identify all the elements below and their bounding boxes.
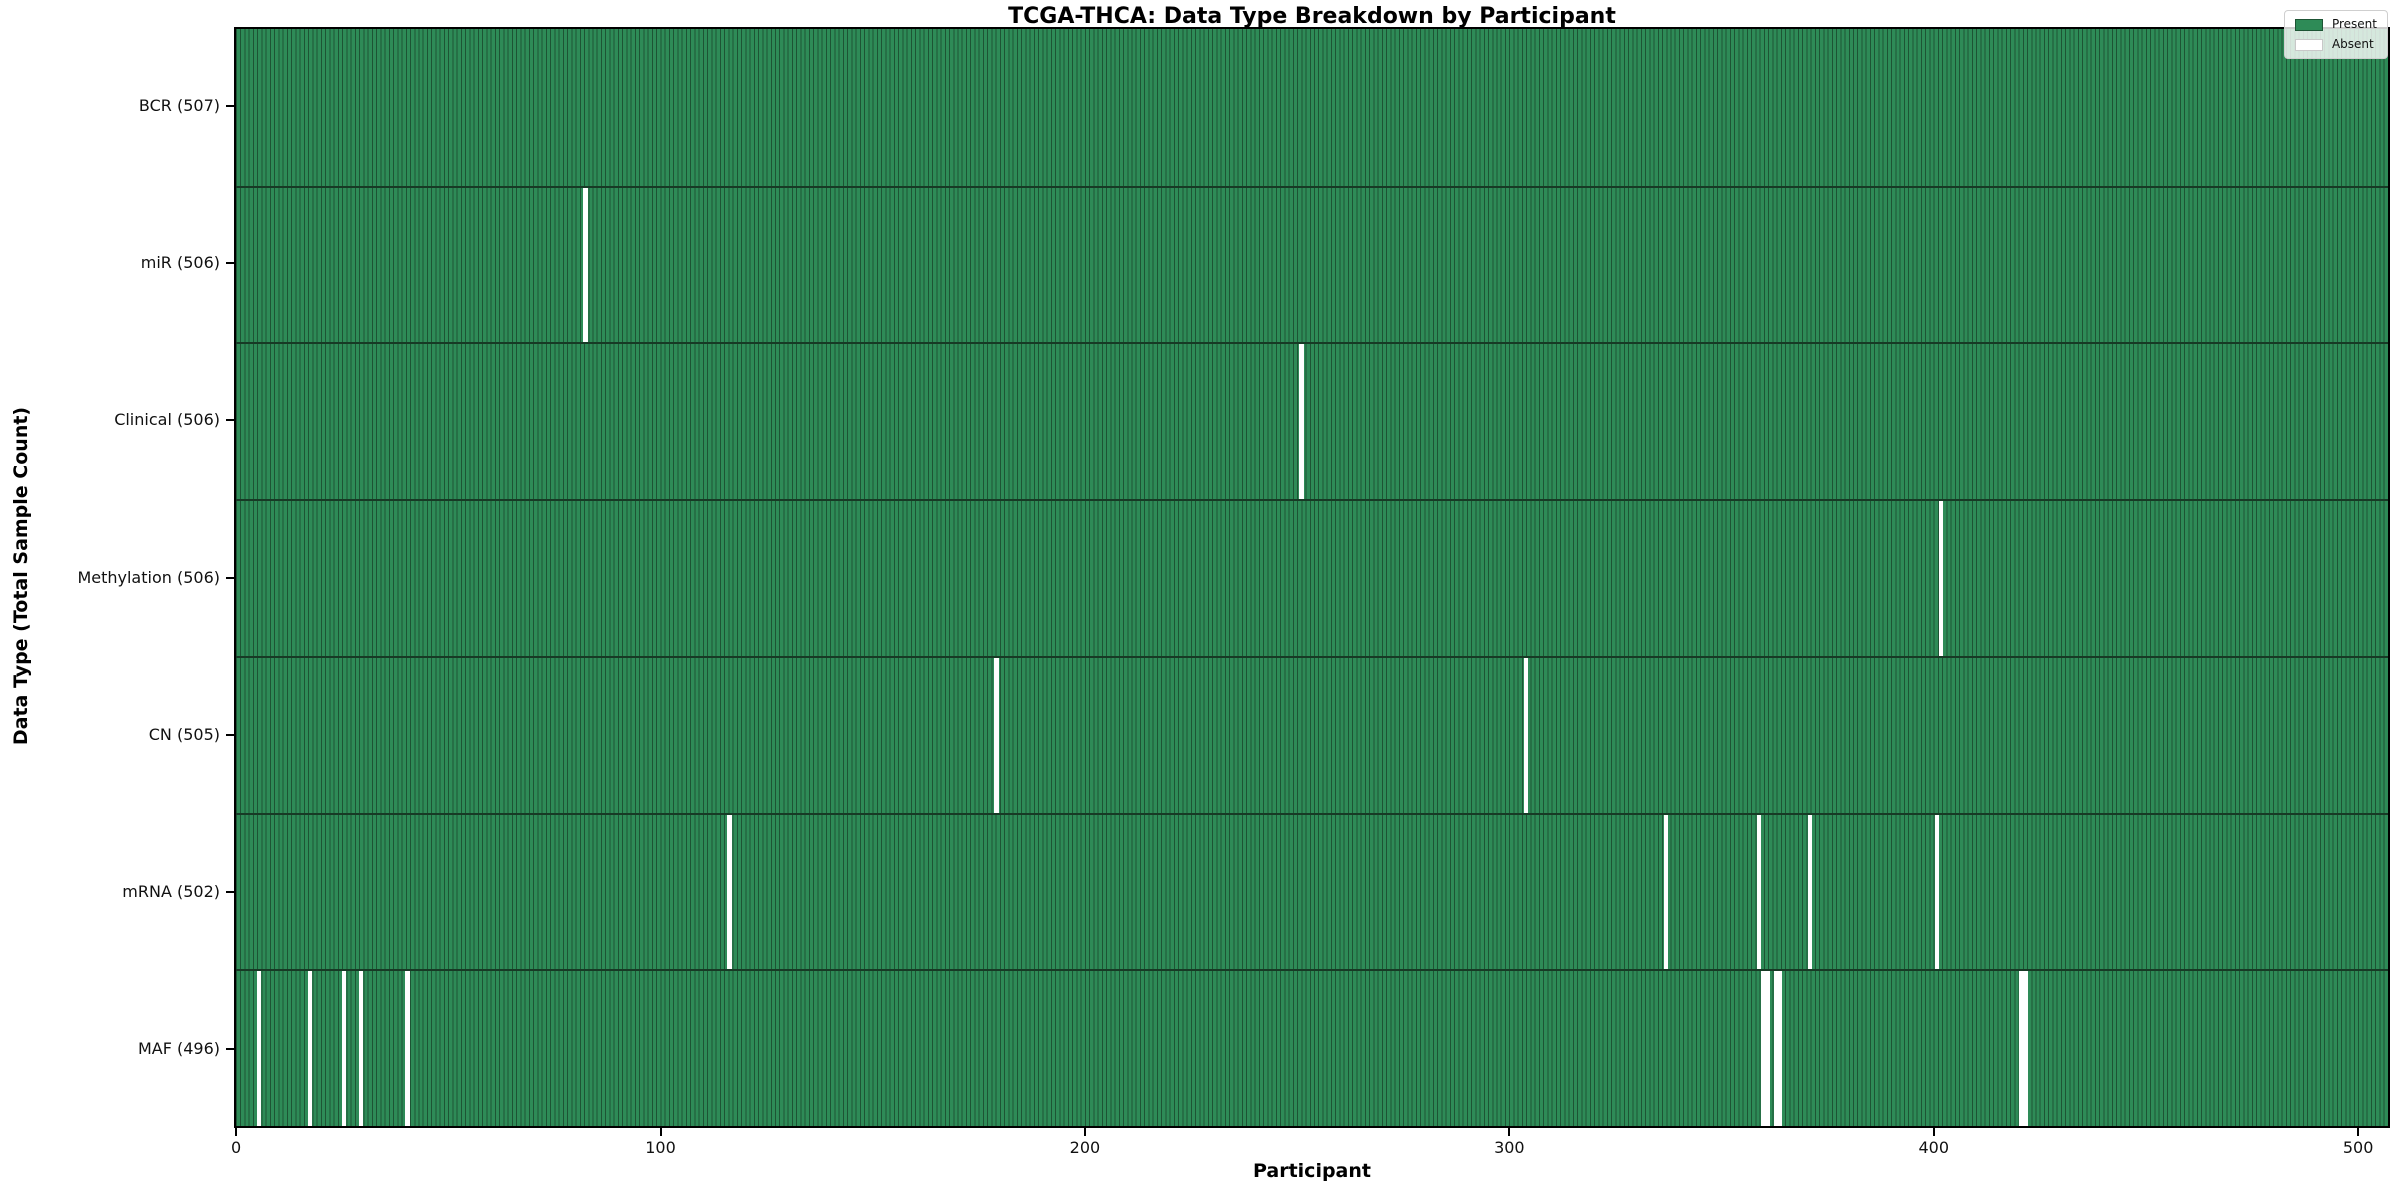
absent-stripe [2023,971,2028,1126]
x-axis-label: Participant [1252,1160,1371,1182]
absent-stripe [727,814,732,970]
absent-stripe [1777,971,1783,1126]
legend-entry-present: Present [2294,17,2377,31]
x-tick-label-0: 0 [231,1138,242,1157]
heatmap-row-maf [236,969,2388,1126]
y-tick-label-clinical: Clinical (506) [114,410,220,430]
legend-entry-absent: Absent [2294,37,2377,51]
y-tick-label-maf: MAF (496) [137,1039,220,1059]
absent-stripe [1761,971,1766,1126]
y-tick-mark [226,104,234,107]
absent-stripe [1938,501,1944,656]
heatmap-row-cn [236,655,2388,813]
absent-stripe [2019,971,2024,1126]
legend-present-label: Present [2331,17,2377,31]
x-tick-label-200: 200 [1069,1138,1101,1157]
absent-stripe [1765,971,1770,1126]
y-tick-mark [226,261,234,264]
heatmap-plot-area [234,27,2390,1128]
x-tick-mark [1932,1128,1935,1136]
absent-stripe [583,187,588,343]
y-tick-label-mir: miR (506) [140,252,220,272]
y-tick-label-cn: CN (505) [148,724,220,744]
y-tick-label-bcr: BCR (507) [138,95,220,115]
x-tick-label-100: 100 [645,1138,676,1157]
x-tick-mark [1083,1128,1086,1136]
absent-stripe [1756,814,1762,970]
legend-present-swatch-icon [2294,18,2323,31]
heatmap-row-bcr [236,29,2388,186]
absent-stripe [1807,814,1812,970]
x-tick-mark [1508,1128,1511,1136]
absent-stripe [1663,814,1668,970]
x-tick-mark [2357,1128,2360,1136]
legend-absent-label: Absent [2331,37,2374,51]
absent-stripe [1299,344,1304,500]
y-tick-mark [226,891,234,894]
absent-stripe [994,657,999,813]
y-tick-label-methylation: Methylation (506) [77,567,220,587]
absent-stripe [257,971,262,1126]
legend-absent-swatch-icon [2294,38,2323,51]
x-tick-mark [235,1128,238,1136]
chart-title: TCGA-THCA: Data Type Breakdown by Partic… [1008,4,1616,29]
y-tick-mark [226,1048,234,1051]
absent-stripe [1773,971,1778,1126]
y-tick-label-mrna: mRNA (502) [122,882,220,902]
x-tick-label-300: 300 [1494,1138,1525,1157]
heatmap-row-clinical [236,342,2388,500]
x-tick-label-400: 400 [1918,1138,1950,1157]
heatmap-row-mrna [236,812,2388,970]
x-tick-label-500: 500 [2342,1138,2374,1157]
absent-stripe [1523,657,1529,813]
heatmap-row-mir [236,185,2388,343]
y-tick-mark [226,733,234,736]
heatmap-row-methylation [236,499,2388,656]
absent-stripe [405,971,410,1126]
y-tick-mark [226,576,234,579]
x-tick-mark [659,1128,662,1136]
absent-stripe [308,971,313,1126]
y-tick-mark [226,419,234,422]
absent-stripe [1934,814,1939,970]
legend: Present Absent [2283,10,2388,59]
absent-stripe [358,971,364,1126]
absent-stripe [341,971,347,1126]
